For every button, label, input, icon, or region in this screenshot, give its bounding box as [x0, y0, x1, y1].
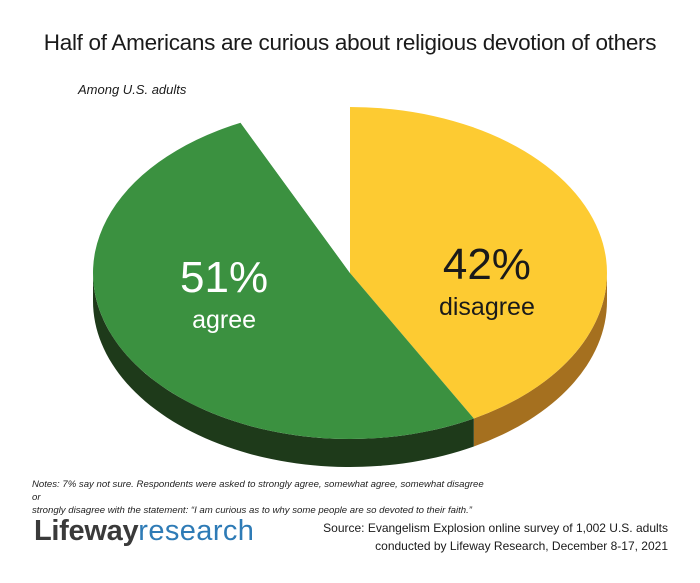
logo-sub: research — [138, 515, 255, 547]
chart-notes: Notes: 7% say not sure. Respondents were… — [32, 478, 492, 517]
source-line-2: conducted by Lifeway Research, December … — [375, 539, 668, 553]
lifeway-research-logo: Lifewayresearch — [34, 515, 254, 548]
source-note: Source: Evangelism Explosion online surv… — [323, 519, 668, 555]
pie-slice-disagree — [350, 107, 608, 419]
logo-brand: Lifeway — [34, 515, 139, 547]
notes-line-1: Notes: 7% say not sure. Respondents were… — [32, 479, 484, 503]
slice-label-agree: agree — [192, 306, 256, 334]
notes-line-2: strongly disagree with the statement: “I… — [32, 505, 472, 516]
chart-subtitle: Among U.S. adults — [78, 82, 187, 97]
slice-value-disagree: 42% — [443, 240, 531, 289]
pie-side-agree — [93, 273, 474, 467]
source-line-1: Source: Evangelism Explosion online surv… — [323, 521, 668, 535]
slice-value-agree: 51% — [180, 253, 268, 302]
pie-side-disagree — [473, 273, 607, 447]
pie-slice-not-sure — [240, 107, 350, 273]
slice-label-disagree: disagree — [439, 293, 535, 321]
pie-slice-agree — [92, 122, 474, 440]
chart-title: Half of Americans are curious about reli… — [43, 30, 657, 55]
